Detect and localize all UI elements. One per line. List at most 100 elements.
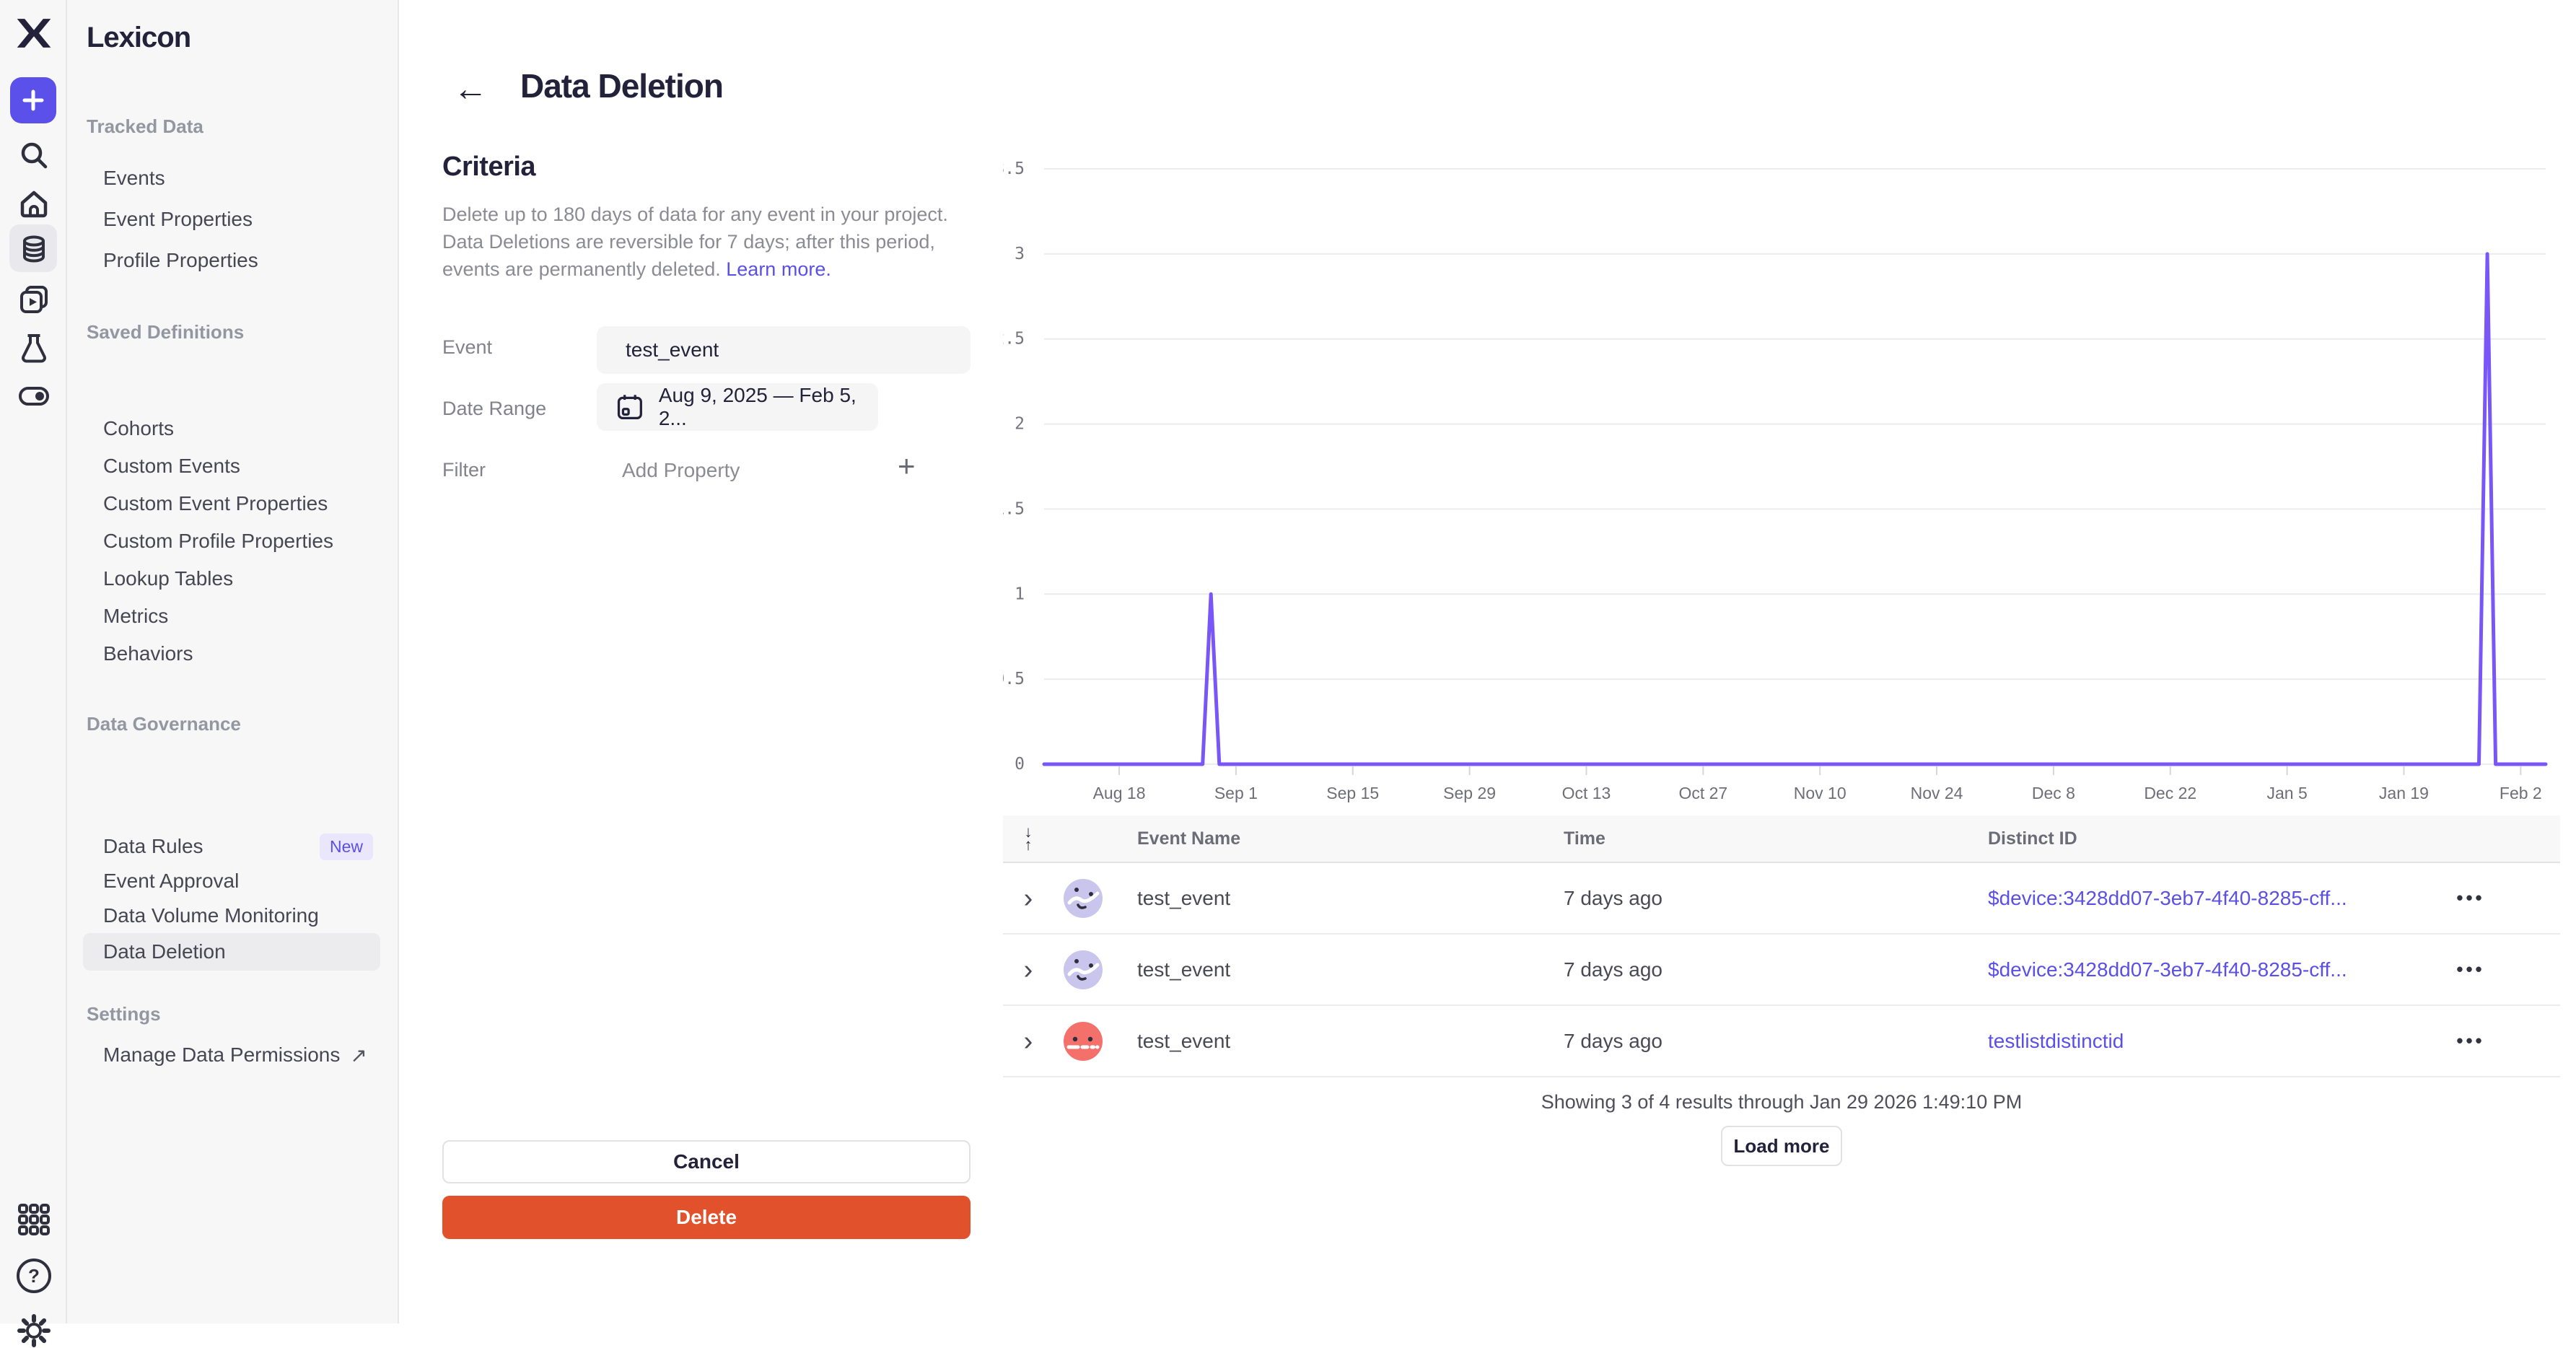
toggle-icon[interactable] xyxy=(0,380,67,412)
table-row: › test_event 7 days ago testlistdistinct… xyxy=(1003,1006,2560,1077)
x-axis-tick-label: Dec 8 xyxy=(2032,784,2075,802)
criteria-heading: Criteria xyxy=(442,152,536,182)
sidebar-item-event-approval[interactable]: Event Approval xyxy=(103,870,240,892)
load-more-button[interactable]: Load more xyxy=(1721,1126,1842,1166)
sidebar-item-metrics[interactable]: Metrics xyxy=(103,605,169,627)
learn-more-link[interactable]: Learn more. xyxy=(726,258,831,280)
experiments-flask-icon[interactable] xyxy=(0,331,67,364)
event-name-cell: test_event xyxy=(1137,886,1231,909)
sidebar-item-data-volume-monitoring[interactable]: Data Volume Monitoring xyxy=(103,904,319,927)
x-axis-tick-label: Aug 18 xyxy=(1093,784,1146,802)
results-summary: Showing 3 of 4 results through Jan 29 20… xyxy=(1541,1091,2023,1113)
boards-icon[interactable] xyxy=(0,283,67,316)
home-icon[interactable] xyxy=(0,188,67,221)
sidebar-item-profile-properties[interactable]: Profile Properties xyxy=(103,248,258,271)
y-axis-tick-label: 0 xyxy=(1015,755,1025,774)
sidebar-item-data-rules[interactable]: Data Rules New xyxy=(67,829,399,864)
event-name-cell: test_event xyxy=(1137,1029,1231,1052)
time-cell: 7 days ago xyxy=(1564,958,1662,981)
add-property-plus-icon[interactable]: + xyxy=(898,449,916,483)
table-row: › test_event 7 days ago $device:3428dd07… xyxy=(1003,863,2560,935)
lexicon-database-icon[interactable] xyxy=(0,234,67,266)
column-distinct-id: Distinct ID xyxy=(1988,828,2077,849)
event-name-cell: test_event xyxy=(1137,958,1231,981)
section-tracked-data: Tracked Data xyxy=(87,115,203,137)
y-axis-tick-label: 2.5 xyxy=(1003,330,1025,349)
y-axis-tick-label: 3 xyxy=(1015,245,1025,263)
section-saved-definitions: Saved Definitions xyxy=(87,321,245,343)
sidebar-item-manage-data-permissions[interactable]: Manage Data Permissions ↗ xyxy=(103,1043,367,1067)
sidebar-item-cohorts[interactable]: Cohorts xyxy=(103,417,175,439)
mixpanel-logo-icon[interactable] xyxy=(0,13,67,53)
x-axis-tick-label: Nov 10 xyxy=(1794,784,1846,802)
delete-button[interactable]: Delete xyxy=(442,1196,971,1239)
x-axis-tick-label: Jan 19 xyxy=(2379,784,2429,802)
column-event-name: Event Name xyxy=(1137,828,1241,849)
y-axis-tick-label: 1.5 xyxy=(1003,499,1025,518)
new-badge: New xyxy=(319,833,373,860)
page-title: Data Deletion xyxy=(520,67,724,105)
row-menu-kebab-icon[interactable]: ••• xyxy=(2456,887,2485,909)
apps-grid-icon[interactable] xyxy=(0,1202,67,1237)
create-new-button[interactable] xyxy=(10,77,56,123)
sort-icon[interactable]: ↓ ↑ xyxy=(1024,822,1033,854)
cancel-button[interactable]: Cancel xyxy=(442,1140,971,1183)
x-axis-tick-label: Feb 2 xyxy=(2500,784,2542,802)
sidebar-item-events[interactable]: Events xyxy=(103,166,165,189)
back-button[interactable]: ← xyxy=(453,70,488,108)
time-cell: 7 days ago xyxy=(1564,1029,1662,1052)
x-axis-tick-label: Oct 27 xyxy=(1678,784,1727,802)
sidebar-item-data-deletion[interactable]: Data Deletion xyxy=(83,933,380,971)
x-axis-tick-label: Nov 24 xyxy=(1911,784,1963,802)
lexicon-sidebar: Lexicon Tracked Data Events Event Proper… xyxy=(67,0,399,1323)
sidebar-item-custom-profile-properties[interactable]: Custom Profile Properties xyxy=(103,530,334,552)
table-header-row: ↓ ↑ Event Name Time Distinct ID xyxy=(1003,815,2560,863)
sidebar-item-custom-events[interactable]: Custom Events xyxy=(103,455,240,477)
expand-row-chevron-icon[interactable]: › xyxy=(1023,1025,1033,1056)
distinct-id-link[interactable]: $device:3428dd07-3eb7-4f40-8285-cff... xyxy=(1988,958,2347,981)
sidebar-item-custom-event-properties[interactable]: Custom Event Properties xyxy=(103,492,328,515)
search-icon[interactable] xyxy=(0,139,67,172)
event-field-label: Event xyxy=(442,336,493,358)
row-menu-kebab-icon[interactable]: ••• xyxy=(2456,958,2485,980)
section-data-governance: Data Governance xyxy=(87,713,241,735)
criteria-description: Delete up to 180 days of data for any ev… xyxy=(442,203,948,280)
add-property-button[interactable]: Add Property xyxy=(622,459,740,481)
row-menu-kebab-icon[interactable]: ••• xyxy=(2456,1030,2485,1051)
event-select[interactable]: test_event xyxy=(597,326,971,374)
avatar xyxy=(1064,1021,1103,1061)
calendar-icon xyxy=(617,395,642,420)
date-range-field-label: Date Range xyxy=(442,398,547,419)
expand-row-chevron-icon[interactable]: › xyxy=(1023,883,1033,914)
plus-icon xyxy=(22,89,44,111)
avatar xyxy=(1064,878,1103,918)
sidebar-item-lookup-tables[interactable]: Lookup Tables xyxy=(103,567,234,590)
sidebar-title: Lexicon xyxy=(87,22,191,53)
y-axis-tick-label: 1 xyxy=(1015,585,1025,603)
y-axis-tick-label: 0.5 xyxy=(1003,670,1025,688)
x-axis-tick-label: Dec 22 xyxy=(2144,784,2196,802)
icon-rail: ? xyxy=(0,0,67,1347)
expand-row-chevron-icon[interactable]: › xyxy=(1023,954,1033,985)
table-row: › test_event 7 days ago $device:3428dd07… xyxy=(1003,935,2560,1006)
sidebar-item-event-properties[interactable]: Event Properties xyxy=(103,207,253,230)
help-icon[interactable]: ? xyxy=(17,1259,51,1293)
settings-gear-icon[interactable] xyxy=(0,1313,67,1348)
y-axis-tick-label: 3.5 xyxy=(1003,159,1025,178)
distinct-id-link[interactable]: $device:3428dd07-3eb7-4f40-8285-cff... xyxy=(1988,886,2347,909)
sidebar-item-behaviors[interactable]: Behaviors xyxy=(103,642,193,665)
avatar xyxy=(1064,950,1103,989)
y-axis-tick-label: 2 xyxy=(1015,415,1025,434)
filter-field-label: Filter xyxy=(442,459,486,481)
x-axis-tick-label: Sep 15 xyxy=(1326,784,1379,802)
x-axis-tick-label: Oct 13 xyxy=(1562,784,1611,802)
date-range-picker[interactable]: Aug 9, 2025 — Feb 5, 2... xyxy=(597,383,878,431)
series-line-test_event xyxy=(1042,252,2548,766)
event-volume-line-chart: 0 0.5 1 1.5 2 2.5 3 3.5 Aug 18 Sep 1 Sep 15 Sep 29 O… xyxy=(1003,159,2548,802)
x-axis-tick-label: Sep 1 xyxy=(1214,784,1258,802)
section-settings: Settings xyxy=(87,1003,161,1025)
external-link-icon: ↗ xyxy=(350,1043,367,1067)
time-cell: 7 days ago xyxy=(1564,886,1662,909)
column-time: Time xyxy=(1564,828,1605,849)
distinct-id-link[interactable]: testlistdistinctid xyxy=(1988,1029,2124,1052)
